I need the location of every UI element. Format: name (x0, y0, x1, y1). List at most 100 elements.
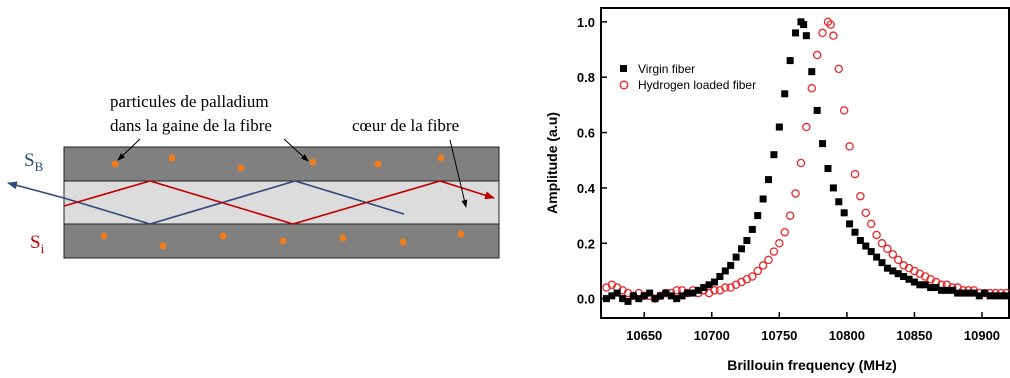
data-point (629, 292, 637, 300)
si-label-sub: i (41, 241, 45, 256)
data-point (796, 158, 806, 168)
data-point (861, 208, 871, 218)
data-point (689, 289, 697, 297)
sb-label-sub: B (35, 159, 44, 174)
particle (457, 230, 465, 238)
data-point (721, 283, 730, 292)
data-point (840, 209, 848, 217)
data-point (754, 212, 762, 220)
x-tick-label: 10750 (761, 328, 797, 343)
y-tick-label: 0.2 (577, 236, 595, 251)
si-label-main: S (30, 232, 41, 253)
data-point (981, 289, 989, 297)
data-point (780, 227, 789, 237)
data-point (765, 176, 773, 184)
data-point (851, 228, 859, 236)
particle (279, 237, 287, 245)
data-point (808, 68, 816, 76)
data-point (705, 281, 713, 289)
particles-label-line1: particules de palladium (110, 92, 269, 111)
chart-legend: Virgin fiber Hydrogen loaded fiber (619, 62, 756, 92)
y-tick-label: 0.8 (577, 70, 595, 85)
data-point (775, 123, 783, 131)
data-point (738, 245, 746, 253)
data-point (635, 295, 643, 303)
particles-leader-arrow-left (117, 138, 141, 161)
particles-leader-arrow-right (283, 138, 309, 162)
brillouin-chart: 10650 10700 10750 10800 10850 10900 0.0 0.2 0.4… (544, 7, 1010, 373)
data-point (602, 295, 610, 303)
si-label: Si (30, 232, 45, 256)
particle (219, 232, 227, 240)
y-tick-label: 0.0 (577, 292, 595, 307)
particle (339, 234, 347, 242)
data-point (758, 261, 768, 270)
data-point (700, 284, 708, 292)
data-point (862, 242, 870, 250)
data-point (608, 292, 616, 300)
x-tick-label: 10700 (694, 328, 730, 343)
data-point (791, 189, 800, 198)
legend-label-hydrogen: Hydrogen loaded fiber (638, 78, 756, 92)
particles-label-line2: dans la gaine de la fibre (110, 116, 272, 135)
particle (437, 154, 445, 162)
data-point (846, 220, 854, 228)
data-point (732, 253, 740, 261)
data-point (800, 21, 808, 29)
particle (100, 232, 108, 240)
sb-label-main: S (24, 150, 35, 171)
data-point (834, 64, 844, 74)
data-point (716, 272, 724, 280)
data-point (877, 239, 887, 248)
series-layer (602, 17, 1009, 305)
data-point (792, 29, 800, 37)
data-point (866, 219, 876, 229)
data-point (997, 292, 1005, 300)
data-point (678, 292, 686, 300)
data-point (743, 237, 751, 244)
data-point (727, 261, 735, 269)
data-point (710, 278, 718, 286)
y-tick-label: 0.4 (577, 181, 596, 196)
data-point (937, 286, 945, 294)
data-point (770, 151, 778, 159)
data-point (921, 281, 929, 289)
data-point (769, 247, 779, 256)
data-point (970, 289, 978, 297)
data-point (900, 272, 908, 280)
data-point (883, 244, 892, 254)
data-point (826, 20, 835, 29)
data-point (873, 253, 881, 261)
stokes-i-ray (63, 180, 495, 225)
data-point (646, 289, 654, 297)
y-axis-label: Amplitude (a.u) (544, 112, 560, 214)
data-point (829, 31, 838, 40)
data-point (786, 57, 794, 65)
data-point (883, 264, 891, 272)
data-point (759, 195, 767, 203)
data-point (764, 255, 773, 265)
data-point (910, 278, 918, 286)
data-point (781, 90, 789, 98)
data-point (964, 289, 972, 297)
data-point (1002, 292, 1009, 300)
data-point (975, 292, 983, 300)
data-point (812, 50, 822, 60)
data-point (802, 122, 811, 132)
data-point (905, 275, 913, 283)
data-point (753, 266, 762, 276)
legend-label-virgin: Virgin fiber (638, 62, 695, 76)
data-point (954, 289, 962, 297)
data-point (662, 289, 670, 297)
data-point (878, 259, 886, 267)
x-tick-label: 10650 (626, 328, 662, 343)
data-point (672, 286, 681, 295)
data-point (845, 142, 854, 151)
sb-label: SB (24, 150, 44, 174)
data-point (824, 165, 832, 173)
data-point (894, 270, 902, 278)
x-axis-label: Brillouin frequency (MHz) (727, 357, 897, 373)
data-point (785, 211, 795, 220)
data-point (948, 286, 956, 294)
